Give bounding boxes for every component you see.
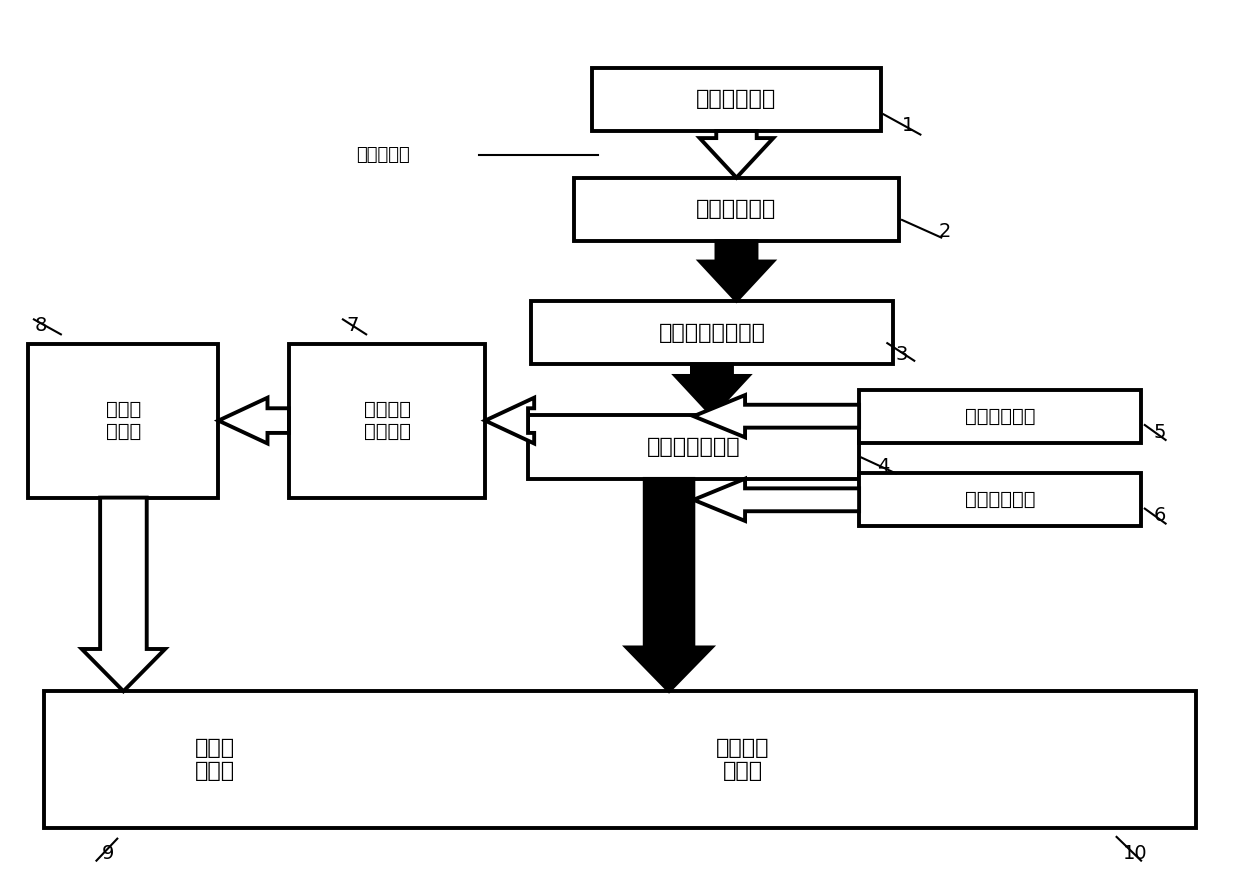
Text: 5: 5: [1153, 424, 1166, 443]
Polygon shape: [699, 241, 774, 301]
Polygon shape: [693, 395, 859, 437]
Polygon shape: [485, 398, 534, 443]
Text: 数据采集模块: 数据采集模块: [965, 407, 1035, 426]
FancyBboxPatch shape: [531, 301, 893, 364]
Text: 4: 4: [878, 457, 890, 476]
Polygon shape: [82, 498, 165, 691]
FancyBboxPatch shape: [29, 343, 218, 498]
Text: 10: 10: [1122, 844, 1147, 863]
Polygon shape: [693, 478, 859, 521]
FancyBboxPatch shape: [574, 178, 899, 241]
Text: 数据读取模块: 数据读取模块: [697, 89, 776, 109]
Text: 1: 1: [901, 116, 914, 135]
Polygon shape: [699, 131, 774, 178]
FancyBboxPatch shape: [289, 343, 485, 498]
Text: 标签识别模块: 标签识别模块: [697, 199, 776, 219]
Text: 数据高速缓存区: 数据高速缓存区: [647, 437, 740, 457]
Polygon shape: [675, 364, 749, 416]
Text: 9: 9: [102, 844, 114, 863]
Text: 计算机协议: 计算机协议: [356, 146, 410, 164]
FancyBboxPatch shape: [859, 390, 1141, 443]
Text: 6: 6: [1153, 506, 1166, 525]
Text: 3: 3: [895, 345, 908, 364]
Text: 2: 2: [939, 222, 951, 240]
Text: 8: 8: [35, 316, 47, 335]
Text: 提取线程数据模块: 提取线程数据模块: [658, 323, 765, 342]
Text: 界面成
像模块: 界面成 像模块: [196, 738, 236, 781]
FancyBboxPatch shape: [43, 691, 1197, 828]
Polygon shape: [626, 478, 712, 691]
Text: 成像背
景模块: 成像背 景模块: [105, 401, 141, 441]
FancyBboxPatch shape: [593, 68, 880, 131]
FancyBboxPatch shape: [859, 474, 1141, 527]
Text: 分发线程
数据模块: 分发线程 数据模块: [363, 401, 410, 441]
Text: 数据库存
储模块: 数据库存 储模块: [715, 738, 769, 781]
FancyBboxPatch shape: [528, 416, 859, 478]
Text: 标签协议模块: 标签协议模块: [965, 490, 1035, 510]
Text: 7: 7: [346, 316, 358, 335]
Polygon shape: [218, 398, 289, 443]
